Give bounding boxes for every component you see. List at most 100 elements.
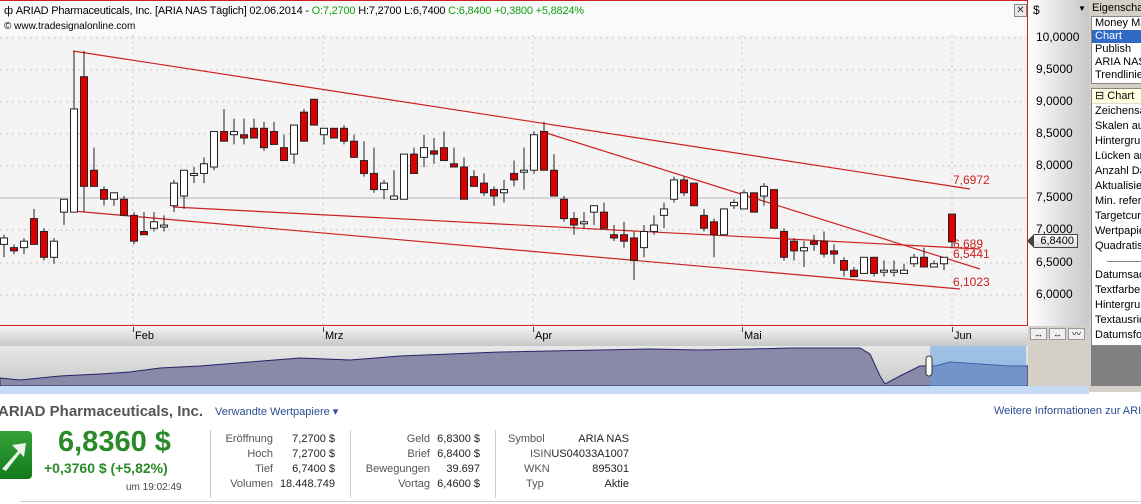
x-axis: Feb Mrz Apr Mai Jun [0,326,1028,346]
candlestick-chart[interactable]: 7,6972 6,689 6,5441 6,1023 [0,1,1027,327]
quote-panel: ARIAD Pharmaceuticals, Inc. Verwandte We… [0,396,1141,504]
field-value: 6,8300 $ [437,433,480,445]
last-price: 6,8360 $ [58,426,171,458]
quote-col-3: Symbol ARIA NAS ISIN US04033A1007 WKN 89530… [500,432,630,492]
property-item[interactable]: Textausrichtung [1095,314,1141,326]
related-securities-link[interactable]: Verwandte Wertpapiere ▾ [215,406,339,418]
overview-navigator[interactable] [0,346,1029,387]
property-item[interactable]: Lücken anzeigen [1095,150,1141,162]
svg-text:6,689: 6,689 [953,237,983,251]
properties-list: Money Management Chart Publish ARIA NAS … [1091,16,1141,84]
x-tick: Mai [742,327,762,342]
field-value: US04033A1007 [551,448,629,460]
field-label: Tief [255,463,273,475]
property-item[interactable]: Min. referenz [1095,195,1141,207]
svg-text:7,6972: 7,6972 [953,173,990,187]
field-value: 7,2700 $ [292,448,335,460]
chart-source: © www.tradesignalonline.com [4,21,136,32]
field-value: 7,2700 $ [292,433,335,445]
property-item[interactable]: Quadratisch [1095,240,1141,252]
props-list-item[interactable]: Publish [1095,43,1132,55]
property-item[interactable]: Datumsachse [1095,269,1141,281]
overview-scrollbar[interactable] [0,386,1089,394]
x-tick: Jun [952,327,972,342]
property-item[interactable]: Hintergrund [1095,135,1141,147]
property-item[interactable]: Anzahl Daten [1095,165,1141,177]
property-item[interactable]: Zeichensatz [1095,105,1141,117]
chart-title: ф ARIAD Pharmaceuticals, Inc. [ARIA NAS … [4,5,584,17]
property-grid: ⊟ Chart Zeichensatz Skalen automatisch H… [1091,88,1141,346]
price-change: +0,3760 $ (+5,82%) [44,460,168,476]
field-value: 6,4600 $ [437,478,480,490]
field-label: Typ [526,478,544,490]
divider [350,430,351,498]
field-value: 895301 [592,463,629,475]
svg-text:6,5441: 6,5441 [953,247,990,261]
y-axis[interactable]: $ ▼ 10,0000 9,5000 9,0000 8,5000 8,0000 … [1028,0,1089,326]
y-tick: 7,0000 [1036,222,1073,236]
divider [495,430,496,498]
quote-time: um 19:02:49 [126,482,182,493]
y-tick: 10,0000 [1036,30,1080,44]
y-tick: 9,5000 [1036,62,1073,76]
x-tick: Feb [133,327,154,342]
currency-label: $ [1033,3,1040,17]
y-tick: 8,0000 [1036,158,1073,172]
chevron-down-icon[interactable]: ▼ [1078,4,1086,13]
property-item[interactable]: Aktualisieren [1095,180,1141,192]
chart-symbol-icon: ф [4,5,16,17]
field-label: Brief [407,448,430,460]
field-label: Eröffnung [225,433,273,445]
props-list-item[interactable]: Money Management [1095,17,1141,29]
field-label: Symbol [508,433,545,445]
properties-panel: Eigenschaften Money Management Chart Pub… [1089,0,1141,392]
divider [210,430,211,498]
property-item[interactable]: Skalen automatisch [1095,120,1141,132]
wave-button[interactable]: 〰 [1068,328,1085,340]
field-label: Geld [406,433,430,445]
field-label: WKN [524,463,550,475]
field-value: Aktie [604,478,629,490]
property-item[interactable]: Datumsformat [1095,329,1141,341]
quote-col-2: Geld 6,8300 $ Brief 6,8400 $ Bewegungen 39.… [355,432,485,492]
x-tick: Apr [532,327,553,342]
y-tick: 9,0000 [1036,94,1073,108]
property-item[interactable]: Wertpapier [1095,225,1141,237]
chart-nav-buttons: ↔ ↔ 〰 [1030,328,1085,340]
property-item[interactable]: Textfarbe [1095,284,1141,296]
property-group-chart[interactable]: ⊟ Chart [1092,89,1141,104]
props-list-item[interactable]: ARIA NAS [1095,56,1141,68]
x-tick: Mrz [322,327,344,342]
property-item[interactable]: Hintergrund [1095,299,1141,311]
field-label: ISIN [530,448,552,460]
quote-col-1: Eröffnung 7,2700 $ Hoch 7,2700 $ Tief 6,740… [215,432,345,492]
chart-plot-area[interactable]: 7,6972 6,689 6,5441 6,1023 ф ARIAD Pharm… [0,0,1028,327]
property-item[interactable]: Targetcursor [1095,210,1141,222]
scroll-left-button[interactable]: ↔ [1030,328,1047,340]
fit-width-button[interactable]: ↔ [1049,328,1066,340]
company-name: ARIAD Pharmaceuticals, Inc. [0,403,204,420]
field-label: Hoch [247,448,273,460]
overview-handle [925,355,933,377]
divider [20,501,1141,502]
field-value: ARIA NAS [578,433,629,445]
props-list-item[interactable]: Trendlinie [1095,69,1141,81]
close-chart-button[interactable]: ✕ [1014,4,1027,17]
more-info-link[interactable]: Weitere Informationen zur ARIAD [994,405,1141,417]
current-price-tag: 6,8400 [1027,234,1078,248]
field-label: Vortag [398,478,430,490]
field-value: 6,8400 $ [437,448,480,460]
field-value: 39.697 [446,463,480,475]
chart-header: ф ARIAD Pharmaceuticals, Inc. [ARIA NAS … [0,1,1027,35]
y-tick: 7,5000 [1036,190,1073,204]
properties-description-pane [1091,346,1141,386]
y-tick: 6,0000 [1036,287,1073,301]
field-value: 6,7400 $ [292,463,335,475]
properties-title: Eigenschaften [1092,2,1141,14]
y-tick: 6,5000 [1036,255,1073,269]
props-list-item-selected[interactable]: Chart [1092,30,1141,43]
field-value: 18.448.749 [279,478,335,490]
trend-up-arrow-icon [0,431,32,479]
property-separator [1092,254,1141,268]
field-label: Volumen [230,478,273,490]
